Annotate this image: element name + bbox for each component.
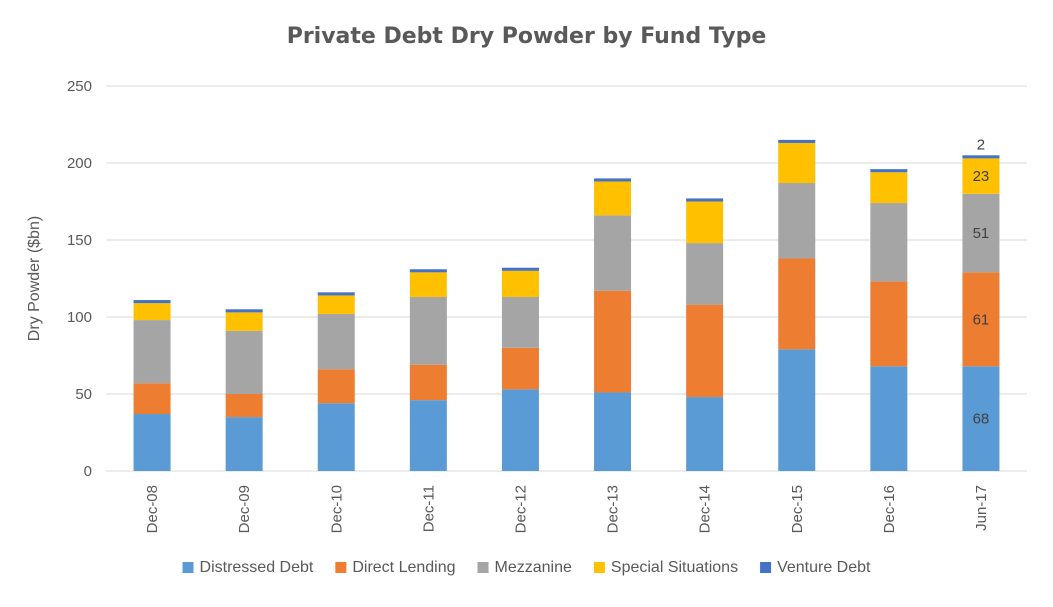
legend-label: Mezzanine (495, 559, 572, 576)
bar-segment-distressed-debt (594, 392, 632, 471)
bar-segment-mezzanine (778, 183, 816, 259)
legend-swatch (593, 562, 605, 573)
y-tick-label: 200 (67, 155, 92, 172)
bar-segment-mezzanine (686, 243, 724, 305)
bar-segment-venture-debt (225, 309, 263, 313)
x-tick-label: Dec-08 (144, 485, 161, 533)
bar-segment-special-situations (501, 270, 539, 297)
x-tick-label: Dec-11 (420, 485, 437, 532)
data-label: 23 (973, 168, 990, 185)
legend-swatch (477, 562, 489, 573)
x-tick-label: Jun-17 (973, 485, 990, 531)
y-tick-label: 100 (67, 309, 92, 326)
bar-segment-distressed-debt (501, 389, 539, 471)
y-tick-label: 250 (67, 78, 92, 95)
bar-segment-special-situations (962, 158, 1000, 194)
bar-segment-venture-debt (778, 139, 816, 143)
bar-segment-venture-debt (686, 198, 724, 202)
bar-segment-direct-lending (133, 383, 171, 415)
bar-segment-mezzanine (594, 215, 632, 291)
y-tick-label: 50 (75, 386, 92, 403)
data-label: 68 (973, 411, 990, 428)
y-tick-label: 150 (67, 232, 92, 249)
x-tick-label: Dec-12 (512, 485, 529, 533)
legend-swatch (182, 562, 194, 573)
bar-segment-direct-lending (409, 364, 447, 401)
bar-segment-venture-debt (317, 292, 355, 296)
x-tick-label: Dec-13 (605, 485, 622, 533)
bar-segment-mezzanine (133, 320, 171, 384)
bar-segment-special-situations (870, 172, 908, 204)
bar-segment-venture-debt (594, 178, 632, 182)
legend-swatch (335, 562, 347, 573)
legend-label: Venture Debt (777, 559, 871, 576)
bar-segment-direct-lending (501, 347, 539, 390)
bar-segment-special-situations (317, 295, 355, 314)
bar-segment-direct-lending (317, 369, 355, 404)
bar-segment-direct-lending (778, 258, 816, 350)
bar-segment-venture-debt (870, 169, 908, 173)
chart-title: Private Debt Dry Powder by Fund Type (286, 24, 767, 49)
bar-segment-special-situations (594, 181, 632, 216)
bar-segment-direct-lending (962, 272, 1000, 367)
bar-segment-distressed-debt (686, 397, 724, 471)
data-label: 51 (973, 225, 990, 242)
bar-segment-special-situations (686, 201, 724, 244)
bar-segment-distressed-debt (409, 400, 447, 471)
bar-segment-venture-debt (501, 267, 539, 271)
x-tick-label: Dec-09 (236, 485, 253, 533)
data-label: 2 (977, 136, 985, 153)
data-label: 61 (973, 311, 990, 328)
bar-segment-special-situations (409, 272, 447, 297)
legend-swatch (760, 562, 772, 573)
x-tick-label: Dec-10 (328, 485, 345, 533)
bar-segment-mezzanine (409, 296, 447, 365)
bar-segment-special-situations (133, 303, 171, 321)
y-axis-title: Dry Powder ($bn) (26, 216, 43, 341)
bar-segment-special-situations (225, 312, 263, 331)
x-tick-label: Dec-14 (697, 485, 714, 533)
bar-segment-venture-debt (962, 155, 1000, 159)
bar-segment-distressed-debt (870, 366, 908, 471)
bar-segment-distressed-debt (962, 366, 1000, 471)
bar-segment-mezzanine (225, 330, 263, 394)
bar-segment-direct-lending (686, 304, 724, 398)
bar-segment-direct-lending (225, 394, 263, 418)
bar-segment-distressed-debt (778, 349, 816, 471)
bar-segment-mezzanine (962, 193, 1000, 273)
x-tick-label: Dec-15 (789, 485, 806, 533)
bar-segment-direct-lending (870, 281, 908, 367)
x-tick-label: Dec-16 (881, 485, 898, 533)
bar-segment-distressed-debt (225, 417, 263, 471)
legend-label: Direct Lending (352, 559, 455, 576)
bar-segment-mezzanine (501, 296, 539, 348)
bar-segment-direct-lending (594, 290, 632, 393)
y-tick-label: 0 (84, 463, 92, 480)
bar-segment-mezzanine (870, 203, 908, 282)
bar-segment-venture-debt (133, 300, 171, 304)
bar-segment-mezzanine (317, 313, 355, 370)
bar-segment-distressed-debt (133, 414, 171, 471)
legend-label: Distressed Debt (200, 559, 314, 576)
bar-segment-distressed-debt (317, 403, 355, 471)
bar-segment-special-situations (778, 142, 816, 184)
bar-segment-venture-debt (409, 269, 447, 273)
legend-label: Special Situations (611, 559, 738, 576)
